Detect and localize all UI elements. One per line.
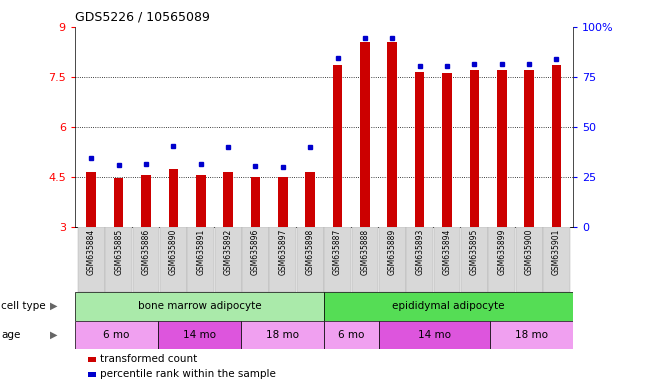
Text: epididymal adipocyte: epididymal adipocyte [392, 301, 505, 311]
Bar [324, 227, 351, 292]
Bar [551, 65, 561, 227]
Text: GSM635895: GSM635895 [470, 228, 479, 275]
Text: 14 mo: 14 mo [183, 330, 216, 340]
Text: GSM635889: GSM635889 [388, 228, 396, 275]
Text: GSM635888: GSM635888 [361, 228, 369, 275]
Bar [251, 177, 260, 227]
Bar [461, 227, 488, 292]
Text: GSM635899: GSM635899 [497, 228, 506, 275]
Text: GSM635887: GSM635887 [333, 228, 342, 275]
Bar [242, 227, 269, 292]
Bar [75, 321, 158, 349]
Bar [78, 227, 105, 292]
Bar [278, 177, 288, 227]
Bar [352, 227, 378, 292]
Text: GSM635898: GSM635898 [306, 228, 314, 275]
Bar [87, 172, 96, 227]
Text: 6 mo: 6 mo [339, 330, 365, 340]
Bar [324, 292, 573, 321]
Bar [524, 70, 534, 227]
Text: GSM635901: GSM635901 [552, 228, 561, 275]
Bar [297, 227, 324, 292]
Text: GSM635894: GSM635894 [443, 228, 452, 275]
Bar [241, 321, 324, 349]
Bar [490, 321, 573, 349]
Bar [442, 73, 452, 227]
Bar [305, 172, 315, 227]
Text: GSM635884: GSM635884 [87, 228, 96, 275]
Bar [105, 227, 132, 292]
Bar [379, 321, 490, 349]
Bar [488, 227, 515, 292]
Text: GSM635890: GSM635890 [169, 228, 178, 275]
Bar [187, 227, 214, 292]
Text: GSM635886: GSM635886 [141, 228, 150, 275]
Text: GSM635892: GSM635892 [223, 228, 232, 275]
Bar [406, 227, 433, 292]
Bar [141, 175, 151, 227]
Text: 6 mo: 6 mo [103, 330, 130, 340]
Text: cell type: cell type [1, 301, 46, 311]
Text: ▶: ▶ [50, 330, 58, 340]
Bar [158, 321, 241, 349]
Bar [114, 178, 124, 227]
Bar [415, 72, 424, 227]
Bar [497, 70, 506, 227]
Text: 18 mo: 18 mo [266, 330, 299, 340]
Text: GSM635897: GSM635897 [279, 228, 287, 275]
Bar [360, 42, 370, 227]
Bar [324, 321, 379, 349]
Text: 18 mo: 18 mo [515, 330, 548, 340]
Bar [223, 172, 233, 227]
Bar [516, 227, 542, 292]
Bar [215, 227, 242, 292]
Text: GSM635900: GSM635900 [525, 228, 534, 275]
Bar [333, 65, 342, 227]
Text: transformed count: transformed count [100, 354, 197, 364]
Bar [160, 227, 187, 292]
Text: GDS5226 / 10565089: GDS5226 / 10565089 [75, 10, 210, 23]
Text: GSM635896: GSM635896 [251, 228, 260, 275]
Bar [379, 227, 406, 292]
Text: GSM635891: GSM635891 [196, 228, 205, 275]
Bar [75, 292, 324, 321]
Bar [196, 175, 206, 227]
Text: bone marrow adipocyte: bone marrow adipocyte [137, 301, 261, 311]
Text: GSM635885: GSM635885 [114, 228, 123, 275]
Text: GSM635893: GSM635893 [415, 228, 424, 275]
Bar [270, 227, 296, 292]
Bar [434, 227, 460, 292]
Text: ▶: ▶ [50, 301, 58, 311]
Bar [387, 42, 397, 227]
Bar [543, 227, 570, 292]
Text: percentile rank within the sample: percentile rank within the sample [100, 369, 275, 379]
Bar [133, 227, 159, 292]
Text: 14 mo: 14 mo [418, 330, 451, 340]
Bar [169, 169, 178, 227]
Bar [469, 70, 479, 227]
Text: age: age [1, 330, 21, 340]
